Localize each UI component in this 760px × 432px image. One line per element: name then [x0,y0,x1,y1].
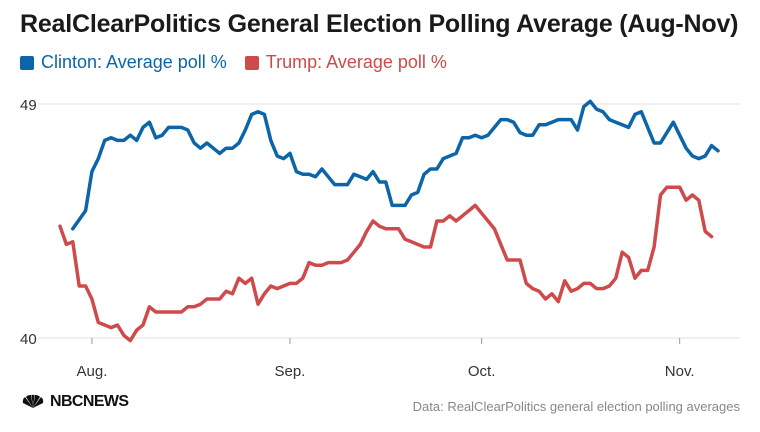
legend: Clinton: Average poll % Trump: Average p… [20,52,447,73]
series-line-trump [58,185,714,343]
x-tick-label: Oct. [468,363,496,380]
source-note: Data: RealClearPolitics general election… [412,399,740,414]
legend-item-trump: Trump: Average poll % [244,52,447,73]
chart-title: RealClearPolitics General Election Polli… [20,10,739,38]
brand-name: NBCNEWS [50,393,129,410]
legend-swatch-trump [244,55,259,70]
legend-label-clinton: Clinton: Average poll % [41,52,227,72]
x-tick-label: Nov. [665,363,695,380]
legend-item-clinton: Clinton: Average poll % [20,52,227,73]
y-tick-label: 49 [20,97,37,114]
legend-swatch-clinton [20,55,34,70]
peacock-icon [22,394,44,408]
x-tick-label: Aug. [77,363,108,380]
legend-label-trump: Trump: Average poll % [265,52,447,72]
y-tick-label: 40 [20,331,37,348]
series-line-clinton [71,99,720,231]
nbc-news-logo: NBCNEWS [20,393,129,411]
x-tick-label: Sep. [275,363,306,380]
